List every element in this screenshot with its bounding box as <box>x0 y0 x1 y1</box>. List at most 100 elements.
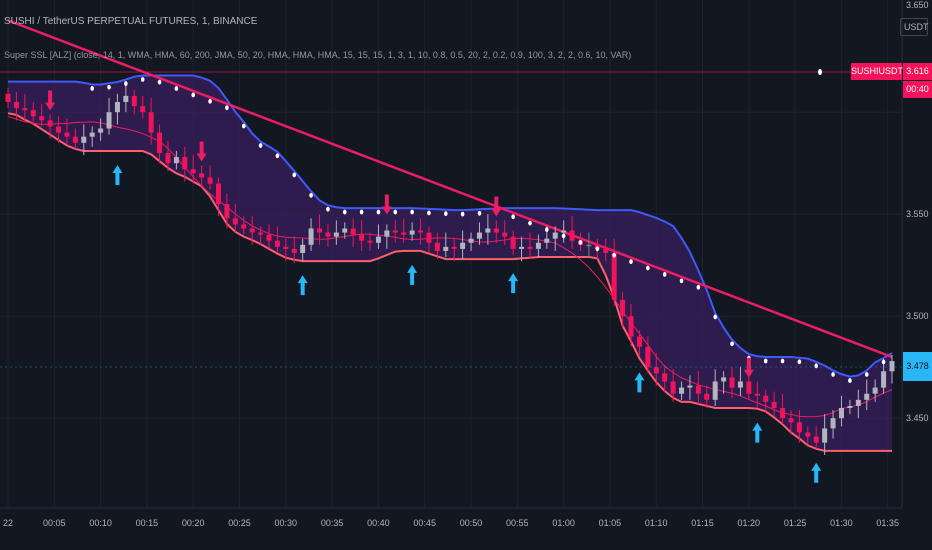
candle-body[interactable] <box>620 299 626 317</box>
candle-body[interactable] <box>39 116 45 121</box>
candle-body[interactable] <box>98 128 104 133</box>
candle-body[interactable] <box>342 228 348 233</box>
candle-body[interactable] <box>190 169 196 174</box>
candle-body[interactable] <box>215 183 221 204</box>
candle-body[interactable] <box>81 136 87 143</box>
candle-body[interactable] <box>535 242 541 249</box>
candle-body[interactable] <box>737 381 743 388</box>
candle-body[interactable] <box>392 230 398 233</box>
candle-body[interactable] <box>114 102 120 113</box>
candle-body[interactable] <box>872 387 878 394</box>
candle-body[interactable] <box>889 361 895 372</box>
candle-body[interactable] <box>30 110 36 117</box>
candle-body[interactable] <box>569 230 575 241</box>
candle-body[interactable] <box>813 436 819 443</box>
candle-body[interactable] <box>409 230 415 235</box>
candle-body[interactable] <box>771 401 777 408</box>
candle-body[interactable] <box>729 377 735 388</box>
candle-body[interactable] <box>502 232 508 237</box>
candle-body[interactable] <box>283 246 289 249</box>
candle-body[interactable] <box>695 385 701 394</box>
candle-body[interactable] <box>333 232 339 237</box>
candle-body[interactable] <box>662 373 668 382</box>
candle-body[interactable] <box>788 418 794 423</box>
candle-body[interactable] <box>628 316 634 337</box>
candle-body[interactable] <box>881 371 887 388</box>
candle-body[interactable] <box>451 246 457 249</box>
candle-body[interactable] <box>241 224 247 229</box>
candle-body[interactable] <box>687 385 693 388</box>
candle-body[interactable] <box>258 232 264 235</box>
candle-body[interactable] <box>64 132 70 137</box>
candle-body[interactable] <box>527 246 533 249</box>
candle-body[interactable] <box>426 232 432 243</box>
candle-body[interactable] <box>796 422 802 433</box>
candle-body[interactable] <box>552 232 558 239</box>
candle-body[interactable] <box>308 228 314 245</box>
candle-body[interactable] <box>375 236 381 243</box>
candle-body[interactable] <box>712 381 718 400</box>
candle-body[interactable] <box>670 381 676 394</box>
candle-body[interactable] <box>207 177 213 184</box>
candle-body[interactable] <box>384 230 390 237</box>
candle-body[interactable] <box>182 157 188 170</box>
candle-body[interactable] <box>864 393 870 400</box>
candle-body[interactable] <box>485 228 491 233</box>
candle-body[interactable] <box>165 153 171 164</box>
candle-body[interactable] <box>56 126 62 133</box>
candle-body[interactable] <box>653 367 659 374</box>
candle-body[interactable] <box>460 242 466 249</box>
candle-body[interactable] <box>754 393 760 396</box>
candle-body[interactable] <box>123 95 129 102</box>
candle-body[interactable] <box>645 346 651 368</box>
candle-body[interactable] <box>805 432 811 437</box>
candle-body[interactable] <box>468 238 474 243</box>
candle-body[interactable] <box>266 234 272 241</box>
candle-body[interactable] <box>5 93 11 102</box>
currency-label[interactable]: USDT <box>900 18 929 36</box>
candle-body[interactable] <box>780 408 786 419</box>
candle-body[interactable] <box>476 232 482 239</box>
candle-body[interactable] <box>249 228 255 233</box>
candle-body[interactable] <box>510 236 516 249</box>
candle-body[interactable] <box>401 232 407 235</box>
candle-body[interactable] <box>224 204 230 219</box>
candle-body[interactable] <box>274 240 280 247</box>
candle-body[interactable] <box>148 112 154 133</box>
candle-body[interactable] <box>746 381 752 394</box>
candle-body[interactable] <box>13 102 19 109</box>
candle-body[interactable] <box>199 173 205 178</box>
candle-body[interactable] <box>636 336 642 347</box>
candle-body[interactable] <box>359 234 365 241</box>
candle-body[interactable] <box>47 120 53 127</box>
candle-body[interactable] <box>838 408 844 419</box>
candle-body[interactable] <box>561 230 567 233</box>
candle-body[interactable] <box>350 228 356 235</box>
candle-body[interactable] <box>291 248 297 253</box>
candle-body[interactable] <box>173 157 179 164</box>
candle-body[interactable] <box>232 218 238 225</box>
candle-body[interactable] <box>89 132 95 137</box>
candle-body[interactable] <box>611 252 617 300</box>
candle-body[interactable] <box>418 230 424 233</box>
candle-body[interactable] <box>140 106 146 113</box>
candle-body[interactable] <box>106 112 112 129</box>
candle-body[interactable] <box>317 228 323 233</box>
candle-body[interactable] <box>586 244 592 247</box>
indicator-legend[interactable]: Super SSL [ALZ] (close, 14, 1, WMA, HMA,… <box>4 50 632 60</box>
candle-body[interactable] <box>679 387 685 394</box>
candle-body[interactable] <box>763 395 769 402</box>
candle-body[interactable] <box>822 428 828 443</box>
candle-body[interactable] <box>721 377 727 382</box>
candle-body[interactable] <box>704 393 710 400</box>
candle-body[interactable] <box>493 228 499 233</box>
candle-body[interactable] <box>847 405 853 408</box>
candle-body[interactable] <box>22 108 28 111</box>
candle-body[interactable] <box>544 238 550 243</box>
candle-body[interactable] <box>434 242 440 251</box>
candle-body[interactable] <box>72 136 78 143</box>
candle-body[interactable] <box>300 244 306 253</box>
candle-body[interactable] <box>830 418 836 429</box>
candle-body[interactable] <box>325 232 331 237</box>
